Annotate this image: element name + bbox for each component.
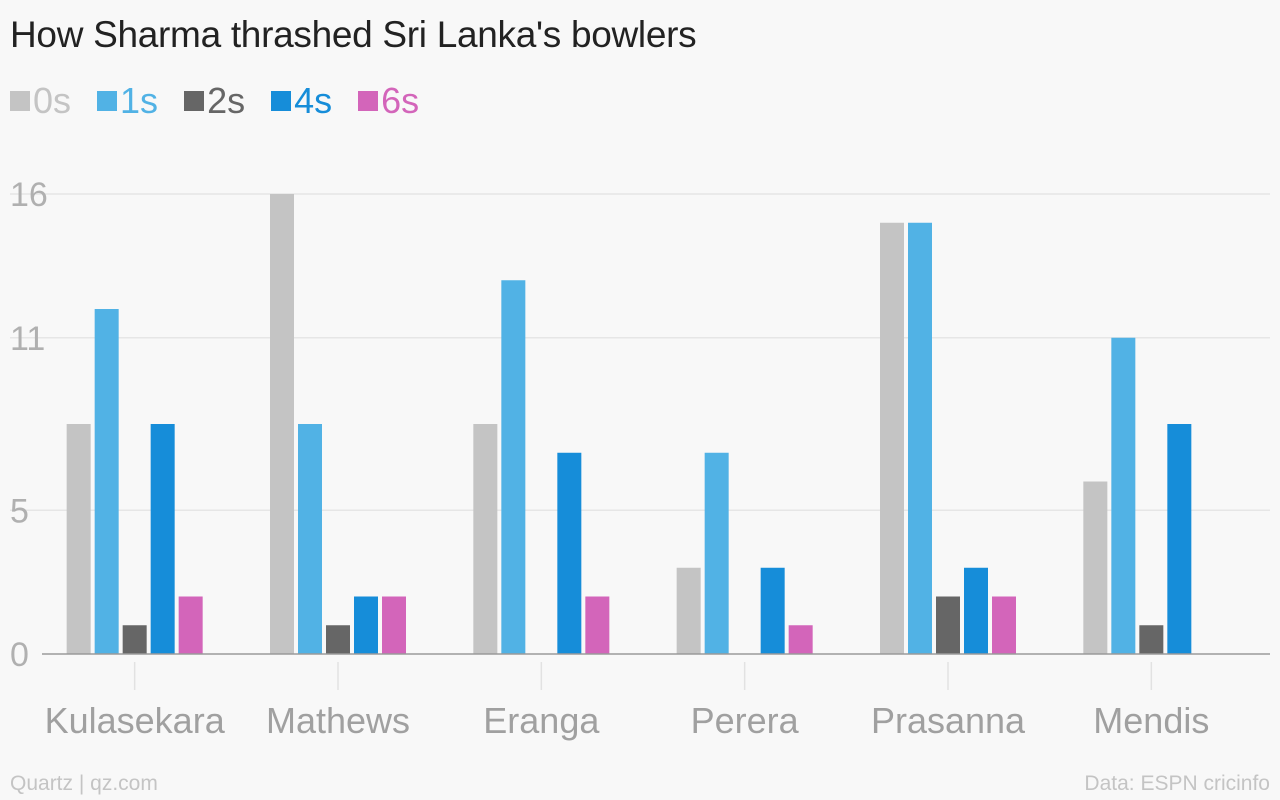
bar-perera-6s bbox=[788, 625, 813, 654]
x-tick-label: Mendis bbox=[1093, 700, 1209, 741]
x-tick-label: Mathews bbox=[266, 700, 410, 741]
bar-mendis-4s bbox=[1167, 424, 1192, 654]
y-tick-label: 0 bbox=[10, 636, 29, 674]
x-tick-label: Prasanna bbox=[871, 700, 1026, 741]
legend-label: 0s bbox=[33, 80, 72, 121]
y-axis-labels: 0 5 11 16 bbox=[10, 176, 48, 674]
legend-label: 6s bbox=[381, 80, 420, 121]
bar-prasanna-0s bbox=[880, 222, 904, 654]
legend-label: 2s bbox=[207, 80, 246, 121]
legend-swatch bbox=[10, 91, 30, 111]
bar-mendis-0s bbox=[1083, 481, 1108, 654]
chart-title: How Sharma thrashed Sri Lanka's bowlers bbox=[10, 14, 697, 55]
legend-item-4s: 4s bbox=[271, 80, 332, 122]
bar-kulasekara-1s bbox=[94, 309, 119, 654]
legend-swatch bbox=[358, 91, 379, 111]
bar-mathews-2s bbox=[326, 625, 350, 654]
x-tick-label: Perera bbox=[691, 700, 800, 741]
bar-eranga-4s bbox=[557, 452, 582, 654]
legend-swatch bbox=[97, 91, 118, 111]
bar-prasanna-4s bbox=[964, 567, 988, 654]
bar-perera-1s bbox=[704, 452, 729, 654]
legend-item-2s: 2s bbox=[184, 80, 245, 122]
bars bbox=[66, 194, 1192, 654]
gridlines bbox=[10, 193, 1270, 511]
bar-mathews-6s bbox=[382, 596, 406, 654]
legend-item-6s: 6s bbox=[358, 80, 419, 122]
legend-label: 4s bbox=[294, 80, 333, 121]
x-tick-label: Kulasekara bbox=[45, 700, 226, 741]
bar-prasanna-6s bbox=[992, 596, 1016, 654]
x-axis-labels: Kulasekara Mathews Eranga Perera Prasanna Men… bbox=[45, 700, 1210, 741]
legend-label: 1s bbox=[120, 80, 159, 121]
bar-prasanna-1s bbox=[908, 222, 932, 654]
legend-swatch bbox=[184, 91, 205, 111]
legend: 0s 1s 2s 4s 6s bbox=[10, 80, 445, 122]
bar-mendis-2s bbox=[1139, 625, 1164, 654]
bar-prasanna-2s bbox=[936, 596, 960, 654]
x-tick-label: Eranga bbox=[483, 700, 600, 741]
legend-item-1s: 1s bbox=[97, 80, 158, 122]
legend-item-0s: 0s bbox=[10, 80, 71, 122]
y-tick-label: 11 bbox=[10, 320, 45, 358]
bar-mathews-0s bbox=[270, 194, 294, 654]
bar-kulasekara-2s bbox=[122, 625, 147, 654]
bar-perera-4s bbox=[760, 567, 785, 654]
footer-credit: Quartz | qz.com bbox=[10, 772, 158, 795]
y-tick-label: 5 bbox=[10, 492, 29, 530]
bar-perera-0s bbox=[676, 567, 701, 654]
bar-mathews-4s bbox=[354, 596, 378, 654]
y-tick-label: 16 bbox=[10, 176, 48, 214]
bar-kulasekara-6s bbox=[178, 596, 203, 654]
bar-mendis-1s bbox=[1111, 337, 1136, 654]
x-axis-ticks bbox=[133, 662, 1153, 690]
footer-source: Data: ESPN cricinfo bbox=[1084, 772, 1270, 795]
legend-swatch bbox=[271, 91, 292, 111]
bar-mathews-1s bbox=[298, 424, 322, 654]
bar-kulasekara-0s bbox=[66, 424, 91, 654]
bar-eranga-0s bbox=[473, 424, 498, 654]
bar-eranga-1s bbox=[501, 280, 526, 654]
bar-eranga-6s bbox=[585, 596, 610, 654]
bar-kulasekara-4s bbox=[150, 424, 175, 654]
